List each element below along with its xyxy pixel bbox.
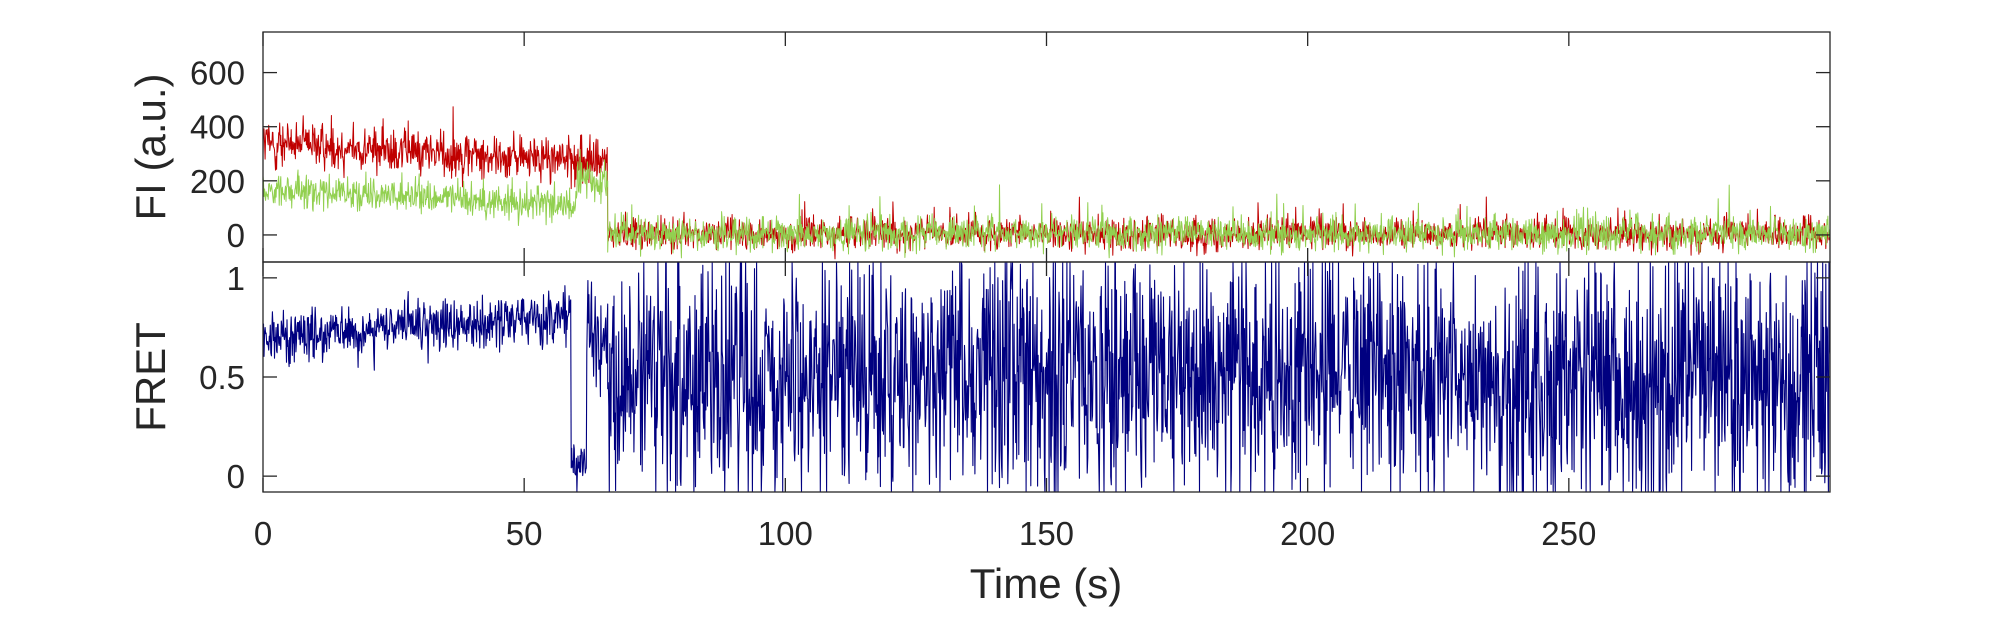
fret-y-axis-label: FRET xyxy=(127,322,174,432)
fluorescence-panel: 0 200 400 600 FI (a.u.) xyxy=(127,31,1831,263)
fluorescence-y-tick-label: 0 xyxy=(227,217,245,254)
time-x-tick-label: 150 xyxy=(1019,515,1074,552)
fluorescence-y-ticks: 0 200 400 600 xyxy=(190,55,1830,254)
fluorescence-y-tick-label: 200 xyxy=(190,163,245,200)
fret-y-tick-label: 0.5 xyxy=(199,359,245,396)
fret-traces xyxy=(263,262,1830,492)
fret-series-0 xyxy=(263,262,1830,492)
fret-y-tick-label: 1 xyxy=(227,260,245,297)
fret-y-tick-label: 0 xyxy=(227,458,245,495)
time-x-tick-label: 250 xyxy=(1541,515,1596,552)
fret-y-ticks: 00.51 xyxy=(199,260,1830,495)
fluorescence-y-tick-label: 600 xyxy=(190,55,245,92)
time-x-tick-label: 0 xyxy=(254,515,272,552)
fret-panel: 00.51 0 50 100 150 200 250 FRET Time (s) xyxy=(127,32,1831,607)
time-x-axis-label: Time (s) xyxy=(970,560,1122,607)
fluorescence-series-1 xyxy=(263,149,1830,259)
fluorescence-traces xyxy=(263,106,1830,260)
fluorescence-y-tick-label: 400 xyxy=(190,109,245,146)
time-x-tick-label: 50 xyxy=(506,515,543,552)
time-x-tick-label: 200 xyxy=(1280,515,1335,552)
time-x-ticks: 0 50 100 150 200 250 xyxy=(254,32,1596,552)
fluorescence-y-axis-label: FI (a.u.) xyxy=(127,73,174,220)
time-x-tick-label: 100 xyxy=(758,515,813,552)
